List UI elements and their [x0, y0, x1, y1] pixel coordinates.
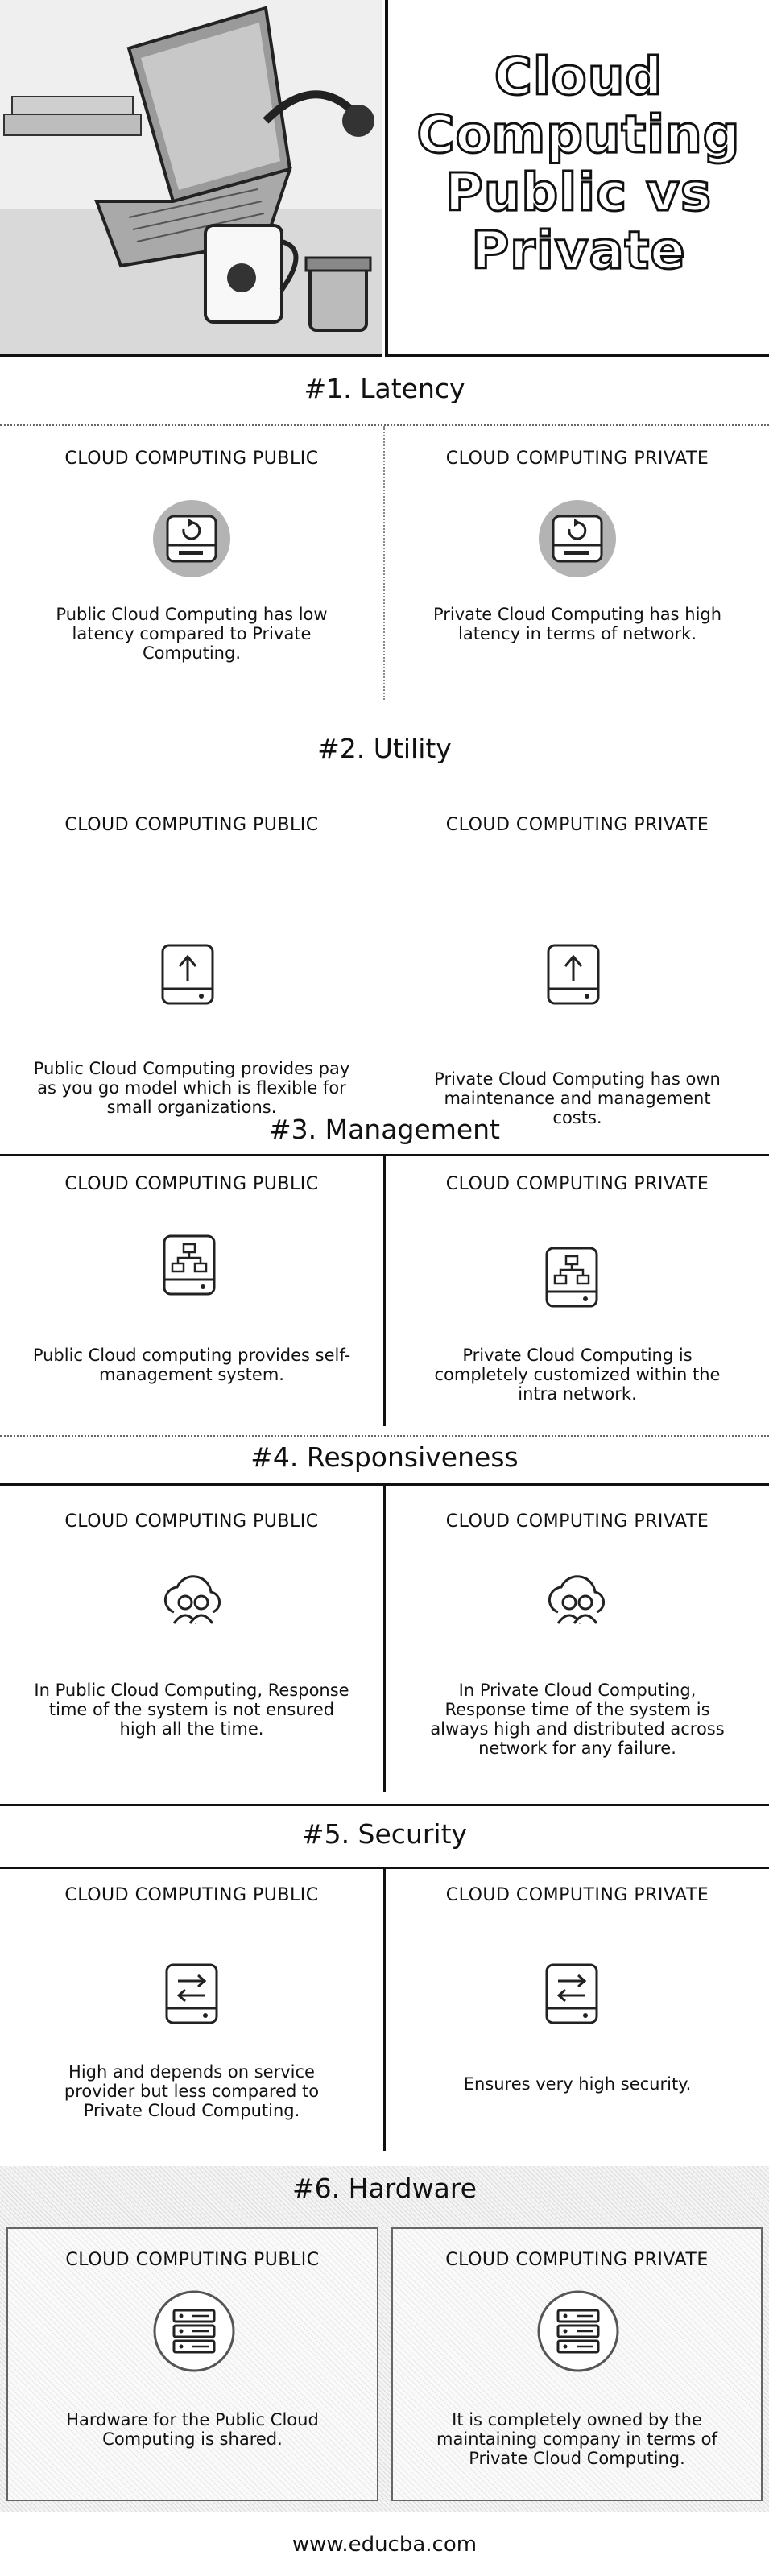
main-title-line-3: Public vs — [444, 163, 713, 224]
section-management: #3. Management CLOUD COMPUTING PUBLIC Pu… — [0, 1107, 769, 1437]
section-title: #1. Latency — [304, 373, 465, 404]
column-divider — [383, 1869, 386, 2151]
section-responsiveness: #4. Responsiveness CLOUD COMPUTING PUBLI… — [0, 1435, 769, 1805]
section-security: #5. Security CLOUD COMPUTING PUBLIC High… — [0, 1804, 769, 2166]
server-rack-icon — [537, 2290, 619, 2372]
column-divider — [383, 1486, 386, 1792]
section-rule-top — [0, 1435, 769, 1437]
section-rule — [0, 1867, 769, 1869]
column-divider — [383, 426, 385, 700]
public-text: Hardware for the Public Cloud Computing … — [66, 2410, 319, 2449]
cloud-users-icon — [548, 1575, 606, 1624]
public-text: Public Cloud Computing provides pay as y… — [33, 1059, 350, 1117]
storage-refresh-icon — [539, 500, 616, 577]
public-panel: CLOUD COMPUTING PUBLIC High and depends … — [0, 1869, 383, 2151]
header-divider — [385, 0, 388, 357]
column-divider — [383, 1156, 386, 1426]
section-rule — [0, 424, 769, 426]
private-text: Private Cloud Computing has own maintena… — [434, 1069, 721, 1127]
public-text: In Public Cloud Computing, Response time… — [34, 1681, 349, 1739]
server-rack-icon — [153, 2290, 235, 2372]
section-title: #5. Security — [301, 1818, 468, 1850]
private-text: Private Cloud Computing is completely cu… — [434, 1346, 721, 1404]
private-panel: CLOUD COMPUTING PRIVATE It is completely… — [391, 2227, 763, 2501]
public-panel: CLOUD COMPUTING PUBLIC Public Cloud comp… — [0, 1156, 383, 1426]
storage-transfer-icon — [165, 1963, 218, 2024]
section-rule — [0, 1154, 769, 1156]
main-title: Cloud Computing Public vs Private — [388, 48, 769, 282]
private-panel: CLOUD COMPUTING PRIVATE Private Cloud Co… — [386, 426, 769, 700]
public-panel: CLOUD COMPUTING PUBLIC Public Cloud Comp… — [0, 426, 383, 700]
public-heading: CLOUD COMPUTING PUBLIC — [64, 1511, 319, 1532]
public-heading: CLOUD COMPUTING PUBLIC — [65, 2250, 320, 2270]
section-hardware: #6. Hardware CLOUD COMPUTING PUBLIC Hard… — [0, 2166, 769, 2512]
main-title-line-2: Computing — [416, 105, 741, 166]
main-title-line-4: Private — [470, 221, 686, 282]
private-text: In Private Cloud Computing, Response tim… — [430, 1681, 725, 1758]
public-heading: CLOUD COMPUTING PUBLIC — [64, 1885, 319, 1905]
section-rule — [0, 1483, 769, 1486]
private-heading: CLOUD COMPUTING PRIVATE — [445, 2250, 709, 2270]
private-panel: CLOUD COMPUTING PRIVATE Private Cloud Co… — [386, 1156, 769, 1426]
main-title-line-1: Cloud — [493, 48, 664, 108]
private-panel: CLOUD COMPUTING PRIVATE In Private Cloud… — [386, 1486, 769, 1792]
private-text: Ensures very high security. — [463, 2074, 692, 2094]
public-panel: CLOUD COMPUTING PUBLIC Hardware for the … — [6, 2227, 378, 2501]
storage-refresh-icon — [153, 500, 230, 577]
section-rule-top — [0, 1804, 769, 1806]
title-box: Cloud Computing Public vs Private — [388, 0, 769, 357]
public-heading: CLOUD COMPUTING PUBLIC — [64, 449, 319, 469]
public-panel: CLOUD COMPUTING PUBLIC Public Cloud Comp… — [0, 781, 383, 1117]
private-heading: CLOUD COMPUTING PRIVATE — [445, 449, 709, 469]
public-heading: CLOUD COMPUTING PUBLIC — [64, 1174, 319, 1194]
storage-network-icon — [545, 1247, 598, 1308]
storage-transfer-icon — [545, 1963, 598, 2024]
storage-upload-icon — [161, 944, 214, 1005]
public-panel: CLOUD COMPUTING PUBLIC In Public Cloud C… — [0, 1486, 383, 1792]
private-heading: CLOUD COMPUTING PRIVATE — [445, 1174, 709, 1194]
cloud-users-icon — [163, 1575, 221, 1624]
section-title: #6. Hardware — [292, 2173, 477, 2204]
header: Cloud Computing Public vs Private — [0, 0, 769, 358]
public-text: Public Cloud computing provides self-man… — [32, 1346, 351, 1384]
section-latency: #1. Latency CLOUD COMPUTING PUBLIC Publi… — [0, 358, 769, 705]
header-photo — [0, 0, 382, 357]
footer-website[interactable]: www.educba.com — [291, 2533, 478, 2557]
public-text: Public Cloud Computing has low latency c… — [56, 605, 328, 663]
private-text: It is completely owned by the maintainin… — [436, 2410, 717, 2468]
private-heading: CLOUD COMPUTING PRIVATE — [445, 1885, 709, 1905]
private-panel: CLOUD COMPUTING PRIVATE Private Cloud Co… — [386, 781, 769, 1127]
laptop-desk-illustration — [0, 0, 382, 354]
section-title: #4. Responsiveness — [250, 1441, 519, 1473]
section-title: #3. Management — [268, 1114, 500, 1145]
storage-upload-icon — [547, 944, 600, 1005]
private-panel: CLOUD COMPUTING PRIVATE Ensures very hig… — [386, 1869, 769, 2151]
section-title: #2. Utility — [317, 733, 452, 764]
section-utility: #2. Utility CLOUD COMPUTING PUBLIC Publi… — [0, 709, 769, 1127]
public-text: High and depends on service provider but… — [64, 2062, 320, 2120]
private-heading: CLOUD COMPUTING PRIVATE — [445, 815, 709, 835]
public-heading: CLOUD COMPUTING PUBLIC — [64, 815, 319, 835]
private-text: Private Cloud Computing has high latency… — [432, 605, 722, 643]
storage-network-icon — [163, 1234, 216, 1296]
private-heading: CLOUD COMPUTING PRIVATE — [445, 1511, 709, 1532]
